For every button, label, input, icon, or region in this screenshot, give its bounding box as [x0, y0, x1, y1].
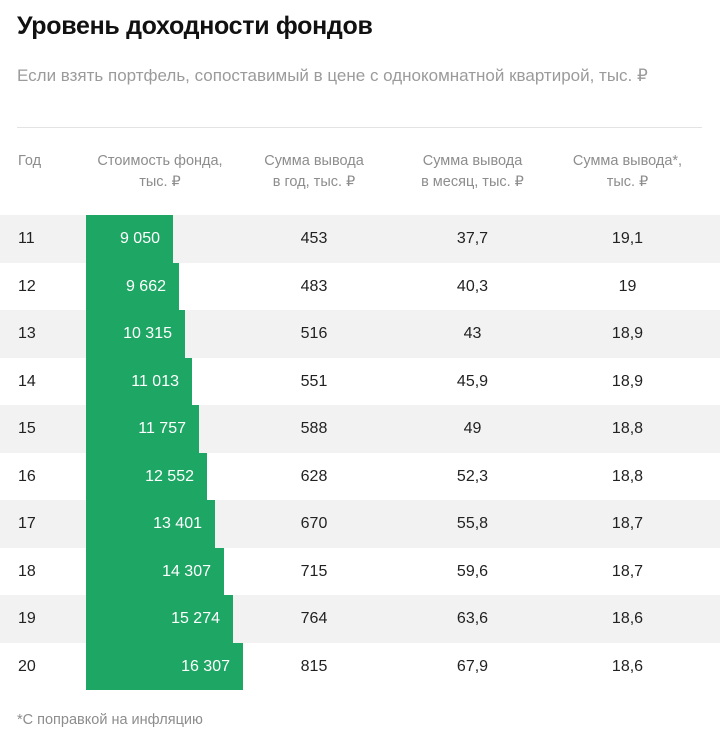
header-year-label: Год [18, 153, 42, 169]
per-year-cell: 715 [300, 562, 328, 580]
per-year-cell: 588 [300, 420, 328, 437]
year-cell: 20 [18, 657, 36, 675]
adjusted-cell: 19,1 [611, 230, 644, 247]
year-cell: 13 [18, 325, 36, 342]
fund-cost-bar: 16 307 [86, 642, 243, 690]
header-cost-line1: Стоимость фонда, [97, 153, 223, 169]
per-month-cell: 49 [463, 420, 482, 437]
per-month-cell: 43 [463, 325, 482, 342]
header-adjusted: Сумма вывода*, тыс. ₽ [555, 151, 700, 193]
adjusted-cell: 18,9 [611, 372, 644, 390]
fund-cost-bar: 13 401 [86, 500, 215, 548]
year-cell: 15 [18, 420, 36, 437]
fund-cost-bar: 11 757 [86, 405, 199, 453]
year-cell: 19 [18, 610, 36, 627]
per-month-cell: 59,6 [456, 562, 489, 580]
table-row: 11 9 050 453 37,7 19,1 [0, 215, 720, 263]
header-per-year-line1: Сумма вывода [264, 153, 364, 169]
per-month-cell: 40,3 [456, 277, 489, 295]
year-cell: 14 [18, 372, 36, 390]
adjusted-cell: 18,6 [611, 657, 644, 675]
per-year-cell: 483 [300, 277, 328, 295]
per-month-cell: 67,9 [456, 657, 489, 675]
fund-cost-bar: 12 552 [86, 452, 207, 500]
per-month-cell: 45,9 [456, 372, 489, 390]
table-row: 14 11 013 551 45,9 18,9 [0, 357, 720, 405]
header-adjusted-line2: тыс. ₽ [606, 174, 649, 190]
header-per-month: Сумма вывода в месяц, тыс. ₽ [405, 151, 540, 193]
per-month-cell: 63,6 [456, 610, 489, 627]
header-per-year-line2: в год, тыс. ₽ [272, 174, 356, 190]
per-year-cell: 516 [300, 325, 328, 342]
table-row: 17 13 401 670 55,8 18,7 [0, 500, 720, 548]
header-per-year: Сумма вывода в год, тыс. ₽ [248, 151, 380, 193]
page-subtitle: Если взять портфель, сопоставимый в цене… [17, 66, 648, 85]
fund-cost-bar: 10 315 [86, 310, 185, 358]
per-year-cell: 764 [300, 610, 328, 627]
fund-cost-bar: 14 307 [86, 547, 224, 595]
table-row: 13 10 315 516 43 18,9 [0, 310, 720, 358]
footnote: *С поправкой на инфляцию [17, 712, 203, 728]
header-year: Год [18, 151, 41, 172]
header-per-month-line1: Сумма вывода [422, 153, 523, 169]
adjusted-cell: 19 [618, 277, 637, 295]
year-cell: 12 [18, 277, 36, 295]
per-month-cell: 52,3 [456, 467, 489, 485]
fund-cost-bar: 9 050 [86, 215, 173, 263]
table-row: 19 15 274 764 63,6 18,6 [0, 595, 720, 643]
per-year-cell: 815 [300, 657, 328, 675]
adjusted-cell: 18,7 [611, 515, 644, 532]
fund-table: 11 9 050 453 37,7 19,1 12 9 662 483 40,3 19 13 10 3… [0, 215, 720, 690]
fund-cost-bar: 9 662 [86, 262, 179, 310]
adjusted-cell: 18,9 [611, 325, 644, 342]
fund-cost-bar: 15 274 [86, 595, 233, 643]
header-adjusted-line1: Сумма вывода*, [572, 153, 683, 169]
year-cell: 11 [18, 230, 35, 247]
table-row: 15 11 757 588 49 18,8 [0, 405, 720, 453]
table-row: 20 16 307 815 67,9 18,6 [0, 642, 720, 690]
page-title: Уровень доходности фондов [17, 12, 373, 40]
header-cost-line2: тыс. ₽ [139, 174, 181, 190]
fund-cost-bar: 11 013 [86, 357, 192, 405]
per-month-cell: 37,7 [456, 230, 489, 247]
table-row: 12 9 662 483 40,3 19 [0, 262, 720, 310]
year-cell: 18 [18, 562, 36, 580]
adjusted-cell: 18,8 [611, 467, 644, 485]
table-row: 18 14 307 715 59,6 18,7 [0, 547, 720, 595]
per-year-cell: 551 [300, 372, 328, 390]
header-per-month-line2: в месяц, тыс. ₽ [421, 174, 524, 190]
adjusted-cell: 18,6 [611, 610, 644, 627]
adjusted-cell: 18,7 [611, 562, 644, 580]
per-year-cell: 453 [300, 230, 328, 247]
header-divider [17, 127, 702, 128]
per-year-cell: 628 [300, 467, 328, 485]
per-month-cell: 55,8 [456, 515, 489, 532]
year-cell: 17 [18, 515, 36, 532]
per-year-cell: 670 [300, 515, 328, 532]
year-cell: 16 [18, 467, 36, 485]
adjusted-cell: 18,8 [611, 420, 644, 437]
header-cost: Стоимость фонда, тыс. ₽ [80, 151, 240, 193]
table-row: 16 12 552 628 52,3 18,8 [0, 452, 720, 500]
